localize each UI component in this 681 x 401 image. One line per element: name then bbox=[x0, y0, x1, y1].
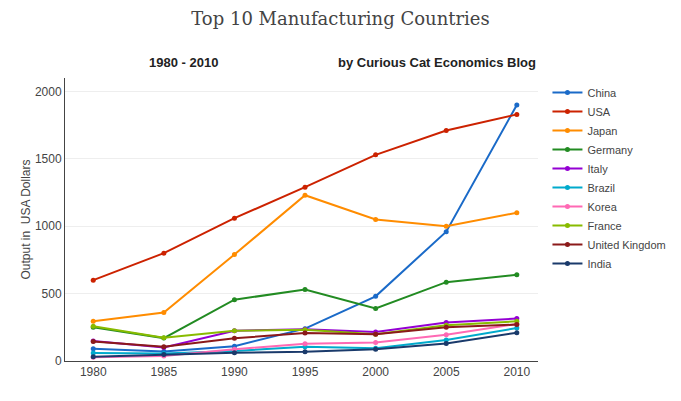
svg-text:1985: 1985 bbox=[150, 365, 177, 379]
svg-text:Japan: Japan bbox=[587, 125, 617, 137]
svg-text:1990: 1990 bbox=[221, 365, 248, 379]
svg-text:0: 0 bbox=[55, 354, 62, 368]
svg-text:USA: USA bbox=[587, 106, 610, 118]
svg-text:by Curious Cat Economics Blog: by Curious Cat Economics Blog bbox=[338, 55, 536, 70]
svg-text:Output in USA Dollars: Output in USA Dollars bbox=[19, 159, 33, 279]
svg-text:Germany: Germany bbox=[587, 144, 633, 156]
svg-text:2010: 2010 bbox=[503, 365, 530, 379]
svg-text:France: France bbox=[587, 220, 621, 232]
svg-text:China: China bbox=[587, 87, 617, 99]
svg-text:2005: 2005 bbox=[433, 365, 460, 379]
svg-text:1000: 1000 bbox=[35, 219, 62, 233]
svg-text:1500: 1500 bbox=[35, 152, 62, 166]
svg-text:2000: 2000 bbox=[362, 365, 389, 379]
svg-text:India: India bbox=[587, 258, 612, 270]
svg-text:Italy: Italy bbox=[587, 163, 608, 175]
svg-text:1980: 1980 bbox=[80, 365, 107, 379]
svg-text:Top 10 Manufacturing Countries: Top 10 Manufacturing Countries bbox=[191, 8, 489, 29]
svg-text:1980 - 2010: 1980 - 2010 bbox=[149, 55, 218, 70]
svg-text:2000: 2000 bbox=[35, 85, 62, 99]
svg-text:Korea: Korea bbox=[587, 201, 617, 213]
svg-text:United Kingdom: United Kingdom bbox=[587, 239, 665, 251]
svg-text:1995: 1995 bbox=[292, 365, 319, 379]
svg-text:500: 500 bbox=[42, 287, 62, 301]
svg-text:Brazil: Brazil bbox=[587, 182, 615, 194]
